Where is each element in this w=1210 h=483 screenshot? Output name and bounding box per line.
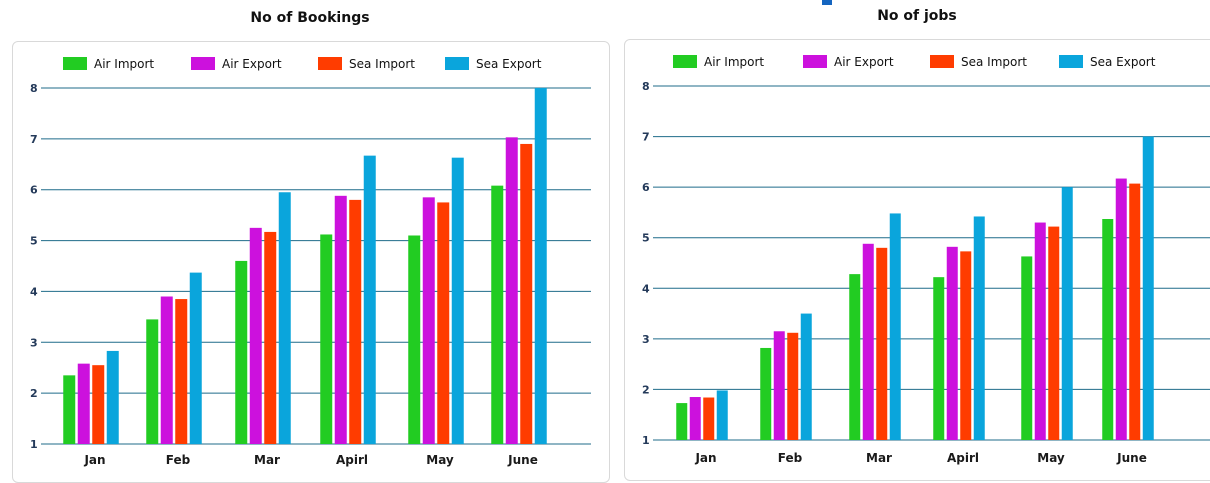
jobs-bar-jan-air-export[interactable] (689, 397, 701, 440)
jobs-legend-label-air-import[interactable]: Air Import (704, 55, 764, 69)
bookings-bar-mar-air-export[interactable] (249, 227, 262, 444)
bookings-chart-panel: 1 2 3 4 5 6 7 8 Jan Feb Mar Apirl May June Air Import A… (12, 41, 610, 483)
jobs-chart-panel: 1 2 3 4 5 6 7 8 Jan Feb Mar Apirl May June Air Import A… (624, 39, 1210, 481)
bookings-y-tick-label: 1 (30, 438, 38, 451)
jobs-bar-may-air-export[interactable] (1034, 222, 1046, 440)
bookings-bar-apirl-air-export[interactable] (334, 195, 347, 444)
bookings-y-tick-label: 7 (30, 133, 38, 146)
jobs-x-category-label: May (1037, 451, 1065, 465)
bookings-bar-june-air-export[interactable] (505, 137, 518, 444)
jobs-bar-june-sea-import[interactable] (1129, 183, 1141, 441)
bookings-x-category-label: May (426, 453, 454, 467)
bookings-bar-jan-sea-import[interactable] (92, 365, 105, 444)
bookings-bar-apirl-sea-export[interactable] (363, 155, 376, 444)
jobs-y-tick-label: 2 (642, 383, 650, 396)
jobs-bar-june-air-import[interactable] (1102, 219, 1114, 440)
cropped-heading-fragment (822, 0, 832, 5)
jobs-x-category-label: June (1116, 451, 1147, 465)
bookings-y-tick-label: 6 (30, 184, 38, 197)
jobs-bar-june-sea-export[interactable] (1142, 136, 1154, 441)
bookings-bar-mar-air-import[interactable] (235, 260, 248, 444)
bookings-y-tick-label: 8 (30, 82, 38, 95)
jobs-bar-jan-sea-import[interactable] (703, 397, 715, 440)
bookings-legend-swatch-air-import[interactable] (63, 57, 87, 70)
bookings-bar-may-air-import[interactable] (408, 235, 421, 444)
jobs-bar-may-sea-import[interactable] (1048, 226, 1060, 440)
bookings-legend-label-sea-import[interactable]: Sea Import (349, 57, 415, 71)
jobs-bar-apirl-air-export[interactable] (946, 246, 958, 440)
bookings-bar-feb-air-import[interactable] (146, 319, 159, 444)
jobs-y-tick-label: 1 (642, 434, 650, 447)
bookings-legend-label-air-export[interactable]: Air Export (222, 57, 282, 71)
jobs-y-tick-label: 4 (642, 282, 650, 295)
bookings-bar-june-sea-export[interactable] (534, 88, 547, 444)
jobs-legend-swatch-air-export[interactable] (803, 55, 827, 68)
jobs-y-tick-label: 8 (642, 80, 650, 93)
jobs-x-category-label: Mar (866, 451, 892, 465)
jobs-x-category-label: Feb (778, 451, 803, 465)
jobs-chart-svg: 1 2 3 4 5 6 7 8 Jan Feb Mar Apirl May June Air Import A… (642, 55, 1210, 465)
jobs-y-tick-label: 5 (642, 232, 650, 245)
bookings-x-category-label: Mar (254, 453, 280, 467)
bookings-bar-may-sea-export[interactable] (451, 157, 464, 444)
jobs-bar-may-air-import[interactable] (1021, 256, 1033, 440)
jobs-bar-mar-sea-import[interactable] (876, 247, 888, 440)
bookings-y-tick-label: 2 (30, 387, 38, 400)
jobs-legend-label-sea-import[interactable]: Sea Import (961, 55, 1027, 69)
jobs-y-tick-label: 3 (642, 333, 650, 346)
bookings-chart-title: No of Bookings (250, 10, 370, 26)
bookings-x-category-label: June (507, 453, 538, 467)
bookings-chart-svg: 1 2 3 4 5 6 7 8 Jan Feb Mar Apirl May June Air Import A… (30, 57, 591, 467)
jobs-y-tick-label: 6 (642, 181, 650, 194)
bookings-x-category-label: Feb (166, 453, 191, 467)
jobs-bar-feb-air-import[interactable] (760, 347, 772, 440)
jobs-bar-jan-air-import[interactable] (676, 403, 688, 440)
jobs-x-category-label: Apirl (947, 451, 979, 465)
jobs-y-tick-label: 7 (642, 131, 650, 144)
bookings-legend-swatch-air-export[interactable] (191, 57, 215, 70)
jobs-legend-label-sea-export[interactable]: Sea Export (1090, 55, 1156, 69)
bookings-bar-june-sea-import[interactable] (520, 143, 533, 444)
bookings-y-tick-label: 3 (30, 336, 38, 349)
bookings-bar-jan-air-import[interactable] (63, 375, 76, 444)
jobs-bar-may-sea-export[interactable] (1061, 187, 1073, 440)
bookings-legend-swatch-sea-import[interactable] (318, 57, 342, 70)
bookings-bar-apirl-sea-import[interactable] (349, 199, 362, 444)
bookings-legend-swatch-sea-export[interactable] (445, 57, 469, 70)
bookings-legend-label-air-import[interactable]: Air Import (94, 57, 154, 71)
bookings-bar-apirl-air-import[interactable] (320, 234, 333, 444)
jobs-bar-jan-sea-export[interactable] (716, 390, 728, 440)
jobs-legend-swatch-sea-export[interactable] (1059, 55, 1083, 68)
bookings-bar-june-air-import[interactable] (491, 185, 504, 444)
bookings-bar-feb-sea-export[interactable] (189, 272, 202, 444)
bookings-bar-jan-air-export[interactable] (77, 363, 90, 444)
jobs-bar-apirl-sea-export[interactable] (973, 216, 985, 440)
jobs-bar-mar-air-export[interactable] (862, 243, 874, 440)
jobs-chart-title: No of jobs (877, 8, 957, 24)
jobs-legend-label-air-export[interactable]: Air Export (834, 55, 894, 69)
jobs-bar-feb-sea-import[interactable] (787, 332, 799, 440)
jobs-bar-mar-air-import[interactable] (849, 274, 861, 440)
bookings-bar-may-air-export[interactable] (422, 197, 435, 444)
jobs-bar-june-air-export[interactable] (1115, 178, 1127, 440)
bookings-y-tick-label: 5 (30, 235, 38, 248)
jobs-legend-swatch-sea-import[interactable] (930, 55, 954, 68)
bookings-bar-mar-sea-import[interactable] (264, 231, 277, 444)
bookings-x-category-label: Jan (83, 453, 105, 467)
jobs-legend-swatch-air-import[interactable] (673, 55, 697, 68)
bookings-bar-feb-air-export[interactable] (160, 296, 173, 444)
bookings-x-category-label: Apirl (336, 453, 368, 467)
jobs-bar-apirl-sea-import[interactable] (960, 251, 972, 440)
bookings-legend-label-sea-export[interactable]: Sea Export (476, 57, 542, 71)
bookings-bar-mar-sea-export[interactable] (278, 192, 291, 444)
bookings-bar-may-sea-import[interactable] (437, 202, 450, 444)
jobs-bar-apirl-air-import[interactable] (933, 277, 945, 440)
jobs-bar-mar-sea-export[interactable] (889, 213, 901, 440)
bookings-bar-jan-sea-export[interactable] (106, 350, 119, 444)
jobs-bar-feb-sea-export[interactable] (800, 313, 812, 440)
bookings-bar-feb-sea-import[interactable] (175, 299, 188, 444)
jobs-bar-feb-air-export[interactable] (773, 331, 785, 440)
bookings-y-tick-label: 4 (30, 285, 38, 298)
jobs-x-category-label: Jan (694, 451, 716, 465)
